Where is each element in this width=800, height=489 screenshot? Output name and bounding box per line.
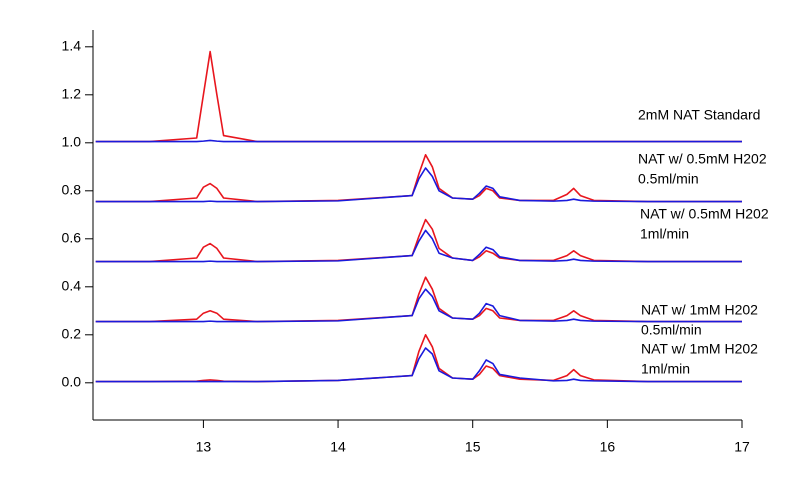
y-tick-label: 1.2: [62, 86, 82, 102]
trace: [95, 347, 742, 383]
annotation: NAT w/ 1mM H202: [641, 341, 758, 357]
x-tick-label: 15: [465, 439, 481, 455]
trace: [95, 218, 742, 263]
trace: [95, 229, 742, 263]
trace: [95, 334, 742, 383]
annotation: NAT w/ 0.5mM H202: [640, 206, 769, 222]
x-tick-label: 17: [734, 439, 750, 455]
annotation: 0.5ml/min: [641, 322, 702, 338]
annotation: 0.5ml/min: [638, 171, 699, 187]
y-tick-label: 0.2: [62, 326, 82, 342]
y-tick-label: 0.4: [62, 278, 82, 294]
y-tick-label: 0.0: [62, 374, 82, 390]
annotation: 2mM NAT Standard: [638, 107, 760, 123]
trace: [95, 154, 742, 203]
trace: [95, 167, 742, 203]
y-tick-label: 1.0: [62, 134, 82, 150]
x-tick-label: 14: [330, 439, 346, 455]
annotation: 1ml/min: [641, 361, 690, 377]
x-tick-label: 16: [600, 439, 616, 455]
trace: [95, 288, 742, 323]
annotation: NAT w/ 1mM H202: [641, 302, 758, 318]
trace: [95, 50, 742, 143]
x-tick-label: 13: [196, 439, 212, 455]
y-tick-label: 0.8: [62, 182, 82, 198]
annotation: NAT w/ 0.5mM H202: [638, 151, 767, 167]
y-tick-label: 1.4: [62, 38, 82, 54]
annotation: 1ml/min: [640, 226, 689, 242]
y-tick-label: 0.6: [62, 230, 82, 246]
trace: [95, 276, 742, 323]
trace: [95, 139, 742, 143]
